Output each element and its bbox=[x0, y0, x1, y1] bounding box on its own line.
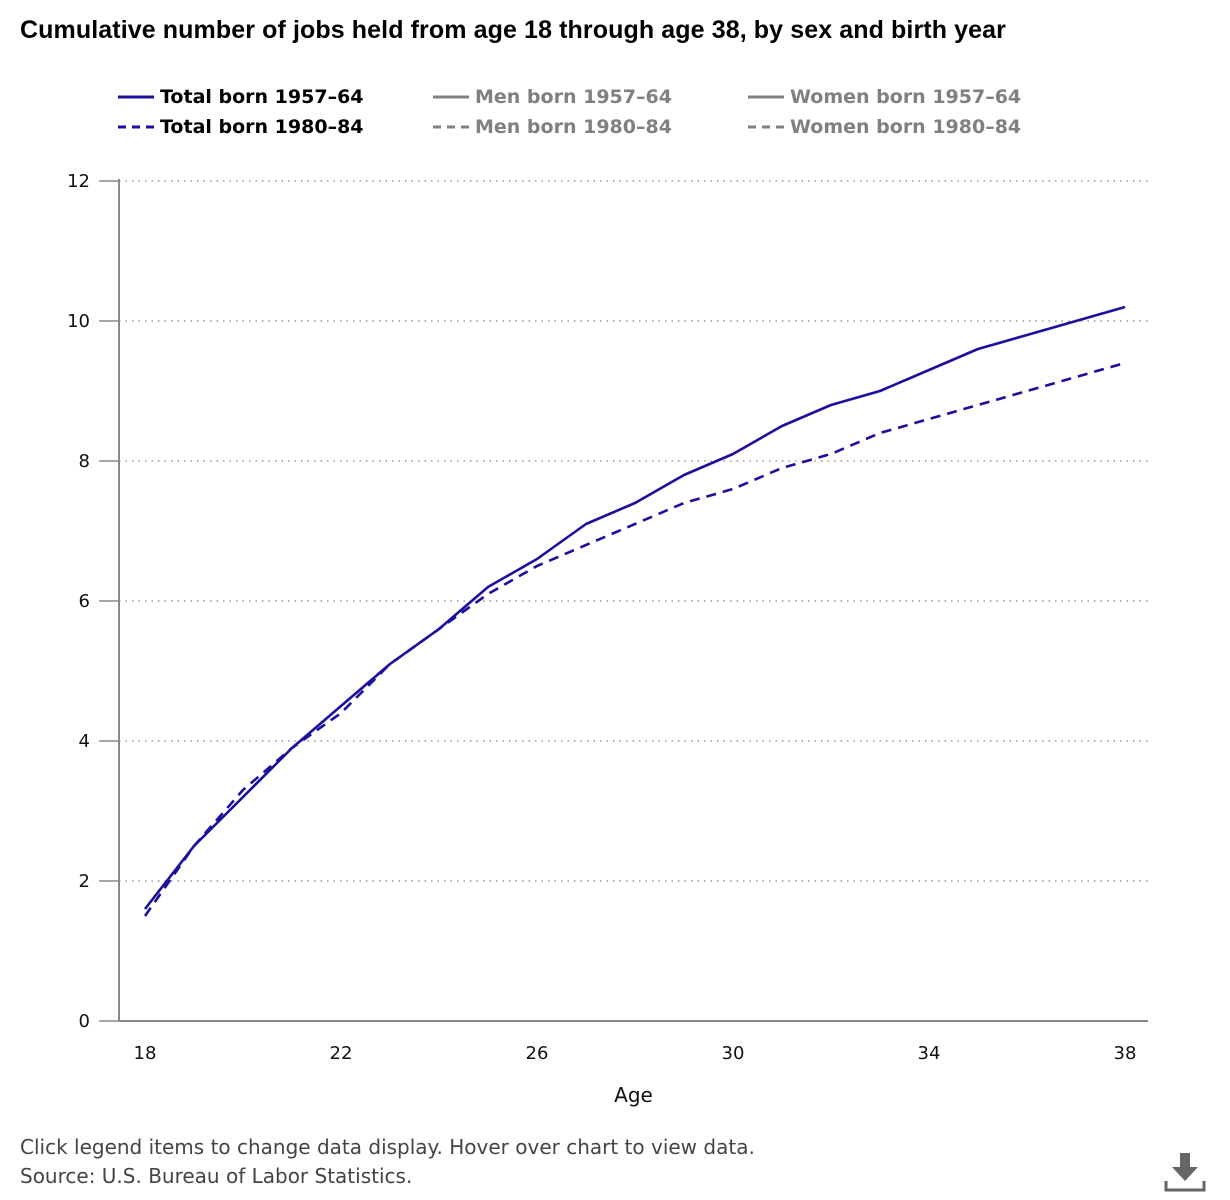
legend-label: Total born 1957–64 bbox=[160, 86, 364, 108]
footer-instructions: Click legend items to change data displa… bbox=[20, 1135, 755, 1159]
legend-line-dashed-icon bbox=[748, 125, 784, 129]
legend-line-solid-icon bbox=[433, 95, 469, 99]
x-tick-label: 30 bbox=[722, 1043, 745, 1064]
x-tick-label: 18 bbox=[134, 1043, 157, 1064]
legend-item-total-1980-84[interactable]: Total born 1980–84 bbox=[118, 116, 364, 138]
legend-item-men-1957-64[interactable]: Men born 1957–64 bbox=[433, 86, 672, 108]
x-tick-label: 34 bbox=[918, 1043, 941, 1064]
legend-line-dashed-icon bbox=[433, 125, 469, 129]
y-tick-label: 0 bbox=[79, 1011, 90, 1032]
series-lines bbox=[143, 305, 1126, 917]
series-line bbox=[143, 361, 1126, 917]
legend-item-men-1980-84[interactable]: Men born 1980–84 bbox=[433, 116, 672, 138]
legend-line-dashed-icon bbox=[118, 125, 154, 129]
y-tick-label: 8 bbox=[79, 451, 90, 472]
series-line bbox=[143, 305, 1126, 910]
x-axis-label: Age bbox=[614, 1083, 653, 1107]
legend-item-women-1980-84[interactable]: Women born 1980–84 bbox=[748, 116, 1021, 138]
y-tick-label: 12 bbox=[67, 171, 90, 192]
download-icon[interactable] bbox=[1163, 1150, 1207, 1194]
legend-item-women-1957-64[interactable]: Women born 1957–64 bbox=[748, 86, 1021, 108]
x-tick-label: 38 bbox=[1114, 1043, 1137, 1064]
y-tick-label: 2 bbox=[79, 871, 90, 892]
x-tick-label: 26 bbox=[526, 1043, 549, 1064]
footer-source: Source: U.S. Bureau of Labor Statistics. bbox=[20, 1164, 413, 1188]
legend-line-solid-icon bbox=[118, 95, 154, 99]
x-axis-ticks: 18 22 26 30 34 38 bbox=[134, 1043, 1137, 1064]
chart-footer: Click legend items to change data displa… bbox=[20, 1133, 755, 1191]
chart-title: Cumulative number of jobs held from age … bbox=[20, 16, 1006, 44]
chart-legend: Total born 1957–64 Men born 1957–64 Wome… bbox=[0, 0, 1230, 160]
gridlines bbox=[119, 180, 1148, 882]
axes bbox=[118, 179, 1148, 1022]
legend-label: Men born 1980–84 bbox=[475, 116, 672, 138]
legend-item-total-1957-64[interactable]: Total born 1957–64 bbox=[118, 86, 364, 108]
legend-line-solid-icon bbox=[748, 95, 784, 99]
x-tick-label: 22 bbox=[330, 1043, 353, 1064]
legend-label: Total born 1980–84 bbox=[160, 116, 364, 138]
y-tick-label: 4 bbox=[79, 731, 90, 752]
legend-label: Women born 1957–64 bbox=[790, 86, 1022, 108]
y-axis-ticks: 0 2 4 6 8 10 12 bbox=[67, 171, 119, 1032]
legend-label: Women born 1980–84 bbox=[790, 116, 1022, 138]
y-tick-label: 10 bbox=[67, 311, 90, 332]
legend-label: Men born 1957–64 bbox=[475, 86, 672, 108]
line-chart[interactable]: 0 2 4 6 8 10 12 18 22 26 30 34 38 Age bbox=[0, 0, 1230, 1130]
y-tick-label: 6 bbox=[79, 591, 90, 612]
